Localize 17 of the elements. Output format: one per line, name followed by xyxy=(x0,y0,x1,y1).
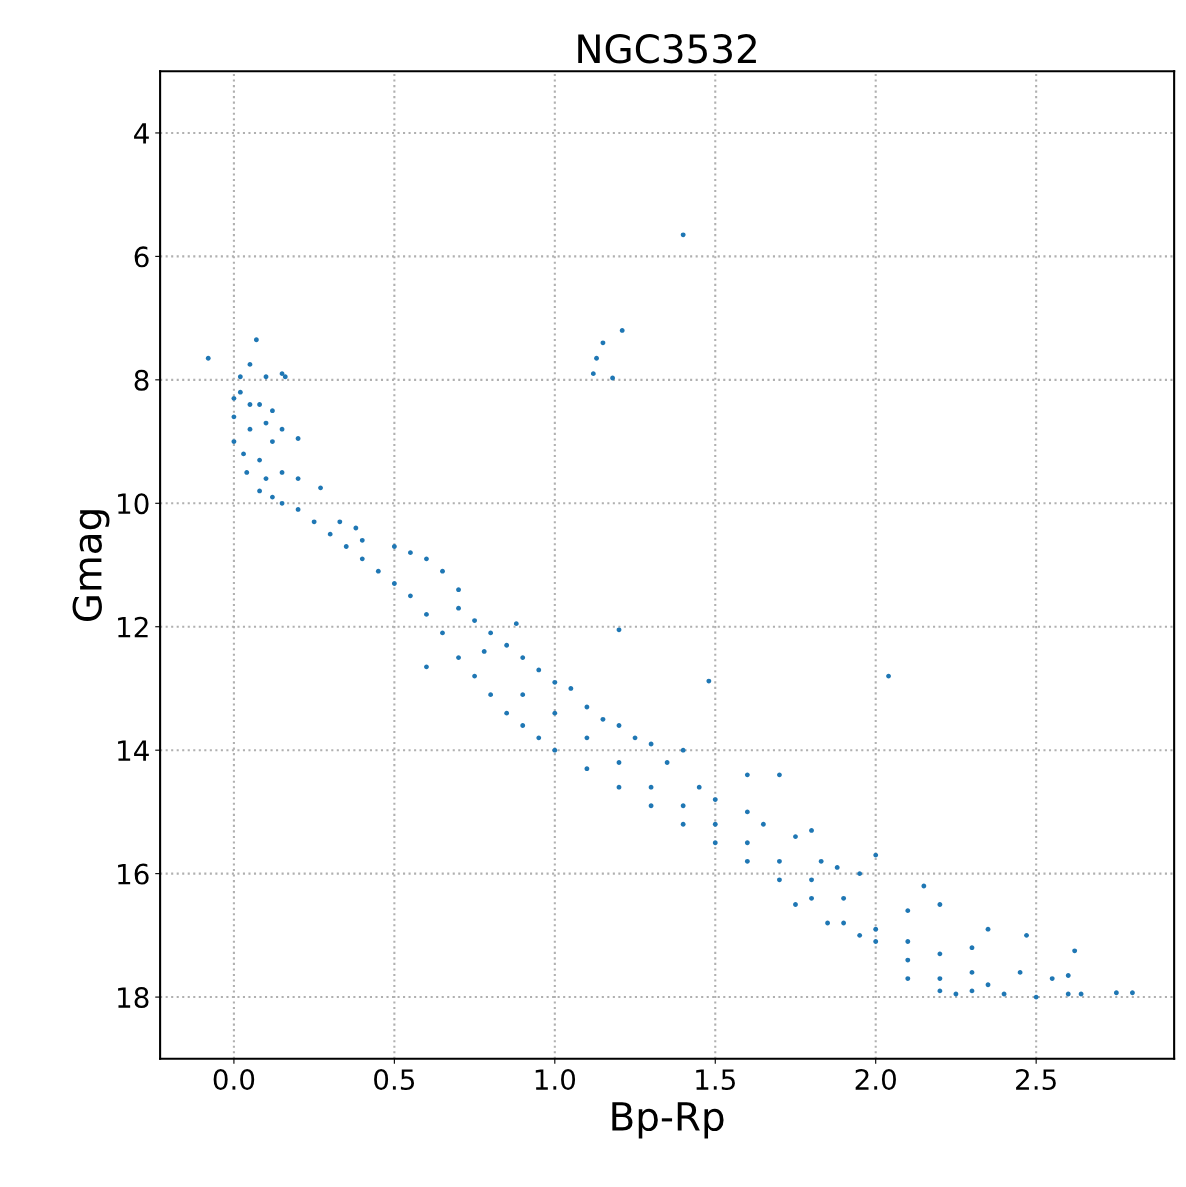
y-tick-label: 14 xyxy=(118,740,149,761)
y-tick-label: 8 xyxy=(134,369,149,391)
x-tick-label: 2.5 xyxy=(1016,1069,1056,1091)
x-tick-label: 1.5 xyxy=(696,1069,735,1091)
y-tick-label: 18 xyxy=(118,987,149,1009)
x-tick-label: 0.5 xyxy=(374,1069,415,1091)
y-tick-label: 16 xyxy=(118,863,149,885)
x-tick-label: 2.0 xyxy=(855,1069,896,1091)
y-tick-label: 12 xyxy=(118,616,148,638)
y-tick-label: 4 xyxy=(134,123,149,144)
y-tick-label: 10 xyxy=(118,493,149,515)
y-axis-title: Gmag xyxy=(72,510,110,622)
y-tick-label: 6 xyxy=(134,246,149,268)
x-tick-label: 1.0 xyxy=(535,1069,576,1091)
x-tick-label: 0.0 xyxy=(213,1069,255,1091)
x-axis-title: Bp-Rp xyxy=(612,1102,724,1139)
chart-title: NGC3532 xyxy=(578,34,756,64)
